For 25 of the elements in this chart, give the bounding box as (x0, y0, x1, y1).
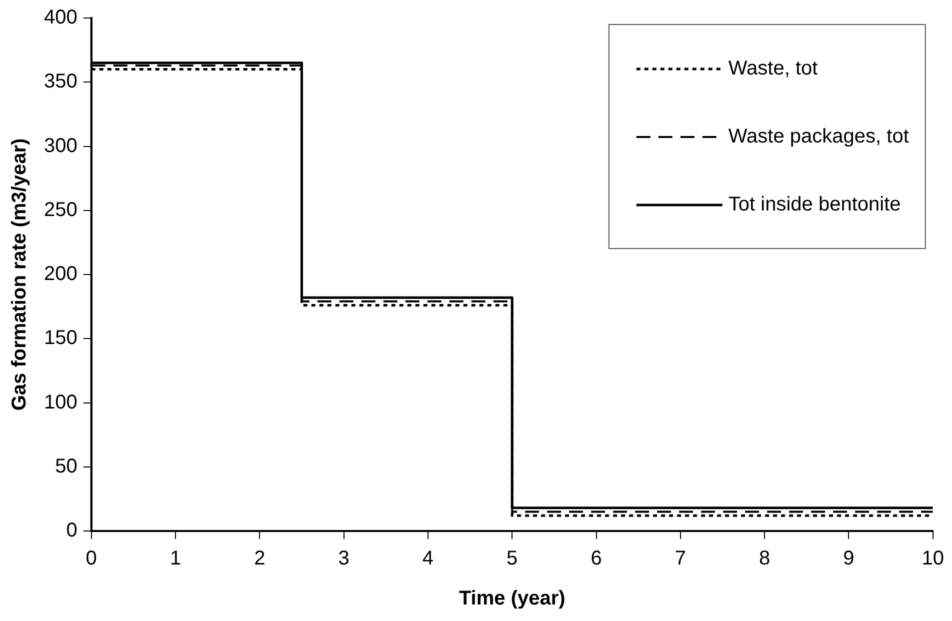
x-tick-label: 8 (759, 548, 770, 570)
y-tick-label: 400 (44, 6, 78, 29)
x-tick-label: 10 (922, 548, 944, 570)
y-tick-label: 350 (44, 70, 78, 93)
y-tick-label: 250 (44, 198, 78, 221)
x-tick-label: 3 (338, 548, 350, 570)
x-tick-label: 4 (422, 548, 434, 570)
y-axis-title: Gas formation rate (m3/year) (8, 138, 31, 411)
y-tick-label: 50 (55, 455, 78, 478)
x-tick-label: 9 (843, 548, 854, 570)
y-tick-label: 0 (66, 520, 78, 542)
x-tick-label: 7 (674, 548, 686, 570)
x-tick-label: 6 (590, 548, 602, 570)
legend-label: Waste packages, tot (728, 126, 910, 148)
y-tick-label: 300 (44, 134, 78, 157)
x-axis-title: Time (year) (458, 588, 566, 610)
y-tick-label: 150 (44, 327, 78, 350)
x-tick-label: 0 (86, 548, 97, 570)
legend-label: Waste, tot (728, 58, 818, 80)
legend-label: Tot inside bentonite (728, 194, 901, 216)
x-tick-label: 1 (170, 548, 182, 570)
x-tick-label: 5 (506, 548, 518, 570)
y-tick-label: 200 (44, 263, 78, 286)
y-tick-label: 100 (44, 391, 78, 414)
x-tick-label: 2 (254, 548, 266, 570)
